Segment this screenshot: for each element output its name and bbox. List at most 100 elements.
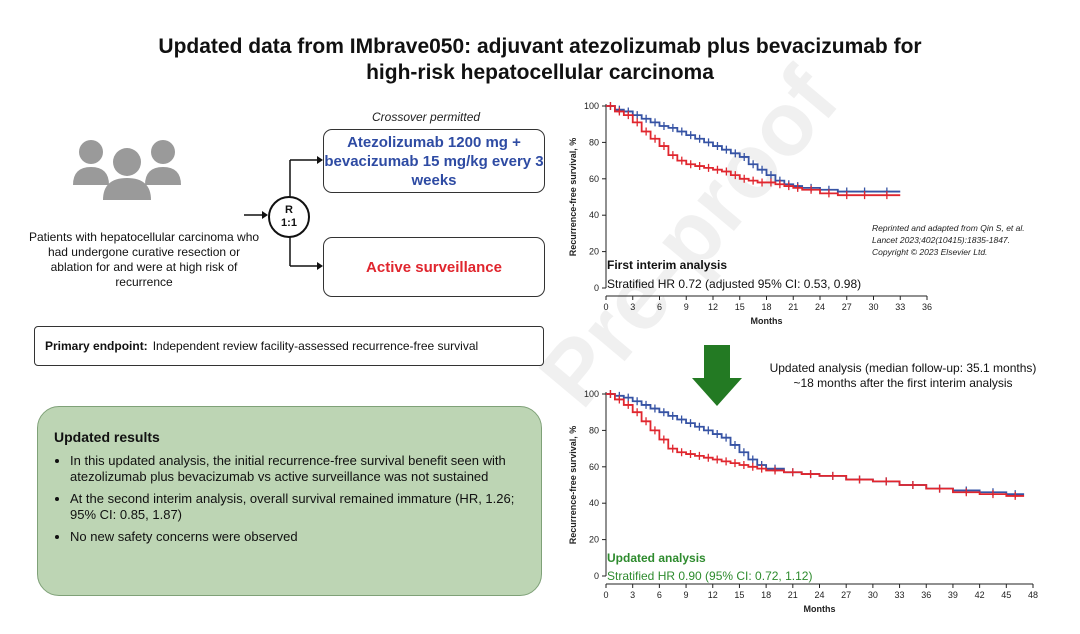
x-tick-label: 12 xyxy=(708,302,718,312)
patients-description: Patients with hepatocellular carcinoma w… xyxy=(28,230,260,289)
censor-mark xyxy=(643,417,650,426)
censor-mark xyxy=(714,165,721,174)
censor-mark xyxy=(607,390,614,398)
updated-results-panel: Updated results In this updated analysis… xyxy=(37,406,542,596)
y-axis-label: Recurrence-free survival, % xyxy=(568,138,578,257)
censor-mark xyxy=(714,430,721,439)
censor-mark xyxy=(767,178,774,187)
censor-mark xyxy=(705,138,712,147)
y-tick-label: 20 xyxy=(589,247,599,257)
censor-mark xyxy=(651,404,658,413)
x-axis-label: Months xyxy=(804,604,836,614)
x-tick-label: 9 xyxy=(684,590,689,600)
censor-mark xyxy=(696,451,703,460)
censor-mark xyxy=(861,191,868,200)
censor-mark xyxy=(625,400,632,409)
km1-title: First interim analysis xyxy=(607,258,728,272)
results-bullet: At the second interim analysis, overall … xyxy=(70,491,525,523)
censor-mark xyxy=(758,464,765,473)
censor-mark xyxy=(723,433,730,442)
censor-mark xyxy=(1012,491,1019,500)
y-tick-label: 100 xyxy=(584,389,599,399)
censor-mark xyxy=(607,102,614,110)
down-arrow-icon xyxy=(692,345,742,406)
censor-mark xyxy=(741,174,748,183)
censor-mark xyxy=(936,484,943,493)
censor-mark xyxy=(750,176,757,185)
x-tick-label: 27 xyxy=(842,302,852,312)
randomization-circle: R 1:1 xyxy=(268,196,310,238)
x-tick-label: 12 xyxy=(708,590,718,600)
results-heading: Updated results xyxy=(54,429,160,445)
x-tick-label: 39 xyxy=(948,590,958,600)
censor-mark xyxy=(643,114,650,123)
update-note-line: ~18 months after the first interim analy… xyxy=(793,376,1013,390)
endpoint-text: Independent review facility-assessed rec… xyxy=(152,339,479,353)
censor-mark xyxy=(714,142,721,151)
censor-mark xyxy=(669,151,676,160)
x-tick-label: 36 xyxy=(922,302,932,312)
x-tick-label: 18 xyxy=(761,590,771,600)
arm-surveillance-label: Active surveillance xyxy=(366,258,502,276)
censor-mark xyxy=(634,397,641,406)
censor-mark xyxy=(660,122,667,131)
x-tick-label: 9 xyxy=(684,302,689,312)
primary-endpoint-box: Primary endpoint: Independent review fac… xyxy=(34,326,544,366)
censor-mark xyxy=(634,408,641,417)
x-tick-label: 45 xyxy=(1001,590,1011,600)
x-tick-label: 33 xyxy=(895,302,905,312)
censor-mark xyxy=(714,455,721,464)
censor-mark xyxy=(732,149,739,158)
censor-mark xyxy=(963,488,970,497)
censor-mark xyxy=(731,459,738,468)
censor-mark xyxy=(883,477,890,486)
censor-mark xyxy=(669,123,676,132)
x-tick-label: 18 xyxy=(761,302,771,312)
censor-mark xyxy=(705,426,712,435)
censor-mark xyxy=(660,435,667,444)
y-tick-label: 20 xyxy=(589,535,599,545)
x-tick-label: 6 xyxy=(657,302,662,312)
censor-mark xyxy=(759,165,766,174)
y-tick-label: 0 xyxy=(594,283,599,293)
y-tick-label: 0 xyxy=(594,571,599,581)
censor-mark xyxy=(634,118,641,127)
x-tick-label: 3 xyxy=(630,302,635,312)
censor-mark xyxy=(732,171,739,180)
censor-mark xyxy=(883,191,890,200)
censor-mark xyxy=(772,466,779,475)
censor-mark xyxy=(825,189,832,198)
x-tick-label: 36 xyxy=(921,590,931,600)
x-tick-label: 21 xyxy=(788,302,798,312)
x-tick-label: 21 xyxy=(788,590,798,600)
censor-mark xyxy=(785,182,792,191)
censor-mark xyxy=(625,111,632,120)
km2-title: Updated analysis xyxy=(607,551,706,565)
censor-mark xyxy=(909,481,916,489)
x-tick-label: 42 xyxy=(975,590,985,600)
censor-mark xyxy=(705,453,712,462)
censor-mark xyxy=(776,180,783,189)
censor-mark xyxy=(767,171,774,180)
censor-mark xyxy=(616,107,623,116)
censor-mark xyxy=(625,393,632,402)
x-tick-label: 3 xyxy=(630,590,635,600)
y-tick-label: 40 xyxy=(589,498,599,508)
title-line-2: high-risk hepatocellular carcinoma xyxy=(366,61,714,84)
km2-hr: Stratified HR 0.90 (95% CI: 0.72, 1.12) xyxy=(607,569,813,583)
censor-mark xyxy=(669,444,676,453)
censor-mark xyxy=(687,450,694,459)
x-axis-label: Months xyxy=(751,316,783,326)
censor-mark xyxy=(740,448,747,457)
censor-mark xyxy=(696,134,703,143)
x-tick-label: 24 xyxy=(815,302,825,312)
censor-mark xyxy=(660,408,667,417)
censor-mark xyxy=(696,162,703,171)
censor-mark xyxy=(807,470,814,479)
endpoint-label: Primary endpoint: xyxy=(45,339,148,353)
censor-mark xyxy=(740,460,747,469)
censor-mark xyxy=(678,127,685,136)
x-tick-label: 30 xyxy=(868,302,878,312)
